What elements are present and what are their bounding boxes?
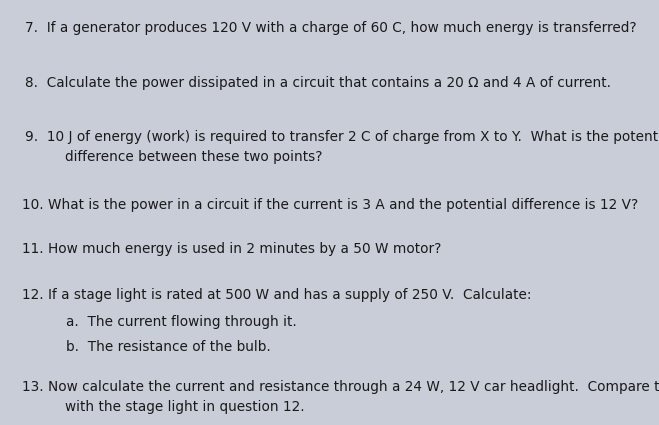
Text: b.  The resistance of the bulb.: b. The resistance of the bulb. [66, 340, 271, 354]
Text: 8.  Calculate the power dissipated in a circuit that contains a 20 Ω and 4 A of : 8. Calculate the power dissipated in a c… [25, 76, 611, 91]
Text: a.  The current flowing through it.: a. The current flowing through it. [66, 315, 297, 329]
Text: 12. If a stage light is rated at 500 W and has a supply of 250 V.  Calculate:: 12. If a stage light is rated at 500 W a… [22, 288, 531, 302]
Text: 10. What is the power in a circuit if the current is 3 A and the potential diffe: 10. What is the power in a circuit if th… [22, 198, 638, 212]
Text: 7.  If a generator produces 120 V with a charge of 60 C, how much energy is tran: 7. If a generator produces 120 V with a … [25, 21, 637, 35]
Text: 11. How much energy is used in 2 minutes by a 50 W motor?: 11. How much energy is used in 2 minutes… [22, 242, 441, 256]
Text: 13. Now calculate the current and resistance through a 24 W, 12 V car headlight.: 13. Now calculate the current and resist… [22, 380, 659, 394]
Text: 9.  10 J of energy (work) is required to transfer 2 C of charge from X to Y.  Wh: 9. 10 J of energy (work) is required to … [25, 130, 659, 144]
Text: with the stage light in question 12.: with the stage light in question 12. [65, 400, 304, 414]
Text: difference between these two points?: difference between these two points? [65, 150, 322, 164]
